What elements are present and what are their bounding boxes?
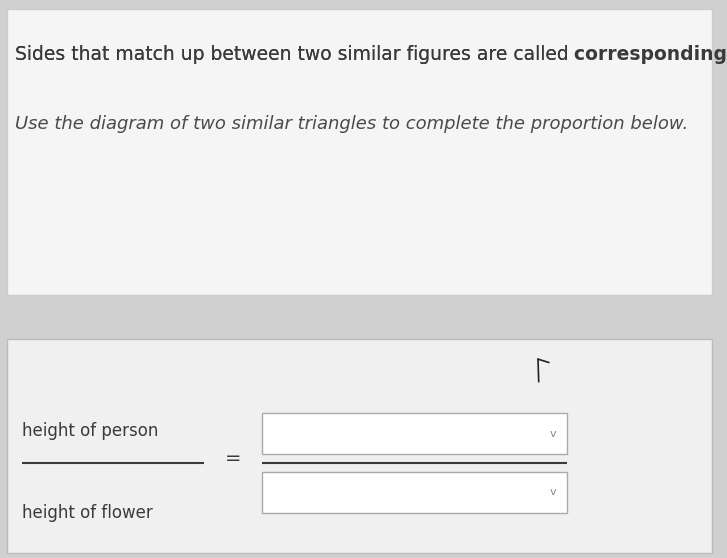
Text: =: = (225, 449, 242, 468)
Text: Sides that match up between two similar figures are called: Sides that match up between two similar … (15, 45, 574, 64)
Text: Sides that match up between two similar figures are called: Sides that match up between two similar … (15, 45, 574, 64)
FancyBboxPatch shape (262, 413, 567, 454)
Text: corresponding sid: corresponding sid (574, 45, 727, 64)
Text: height of person: height of person (22, 422, 158, 440)
FancyBboxPatch shape (7, 339, 712, 554)
Text: v: v (550, 429, 556, 439)
FancyBboxPatch shape (262, 472, 567, 513)
Text: v: v (550, 488, 556, 498)
FancyBboxPatch shape (7, 9, 712, 295)
Text: Use the diagram of two similar triangles to complete the proportion below.: Use the diagram of two similar triangles… (15, 114, 688, 132)
Text: height of flower: height of flower (22, 504, 153, 522)
